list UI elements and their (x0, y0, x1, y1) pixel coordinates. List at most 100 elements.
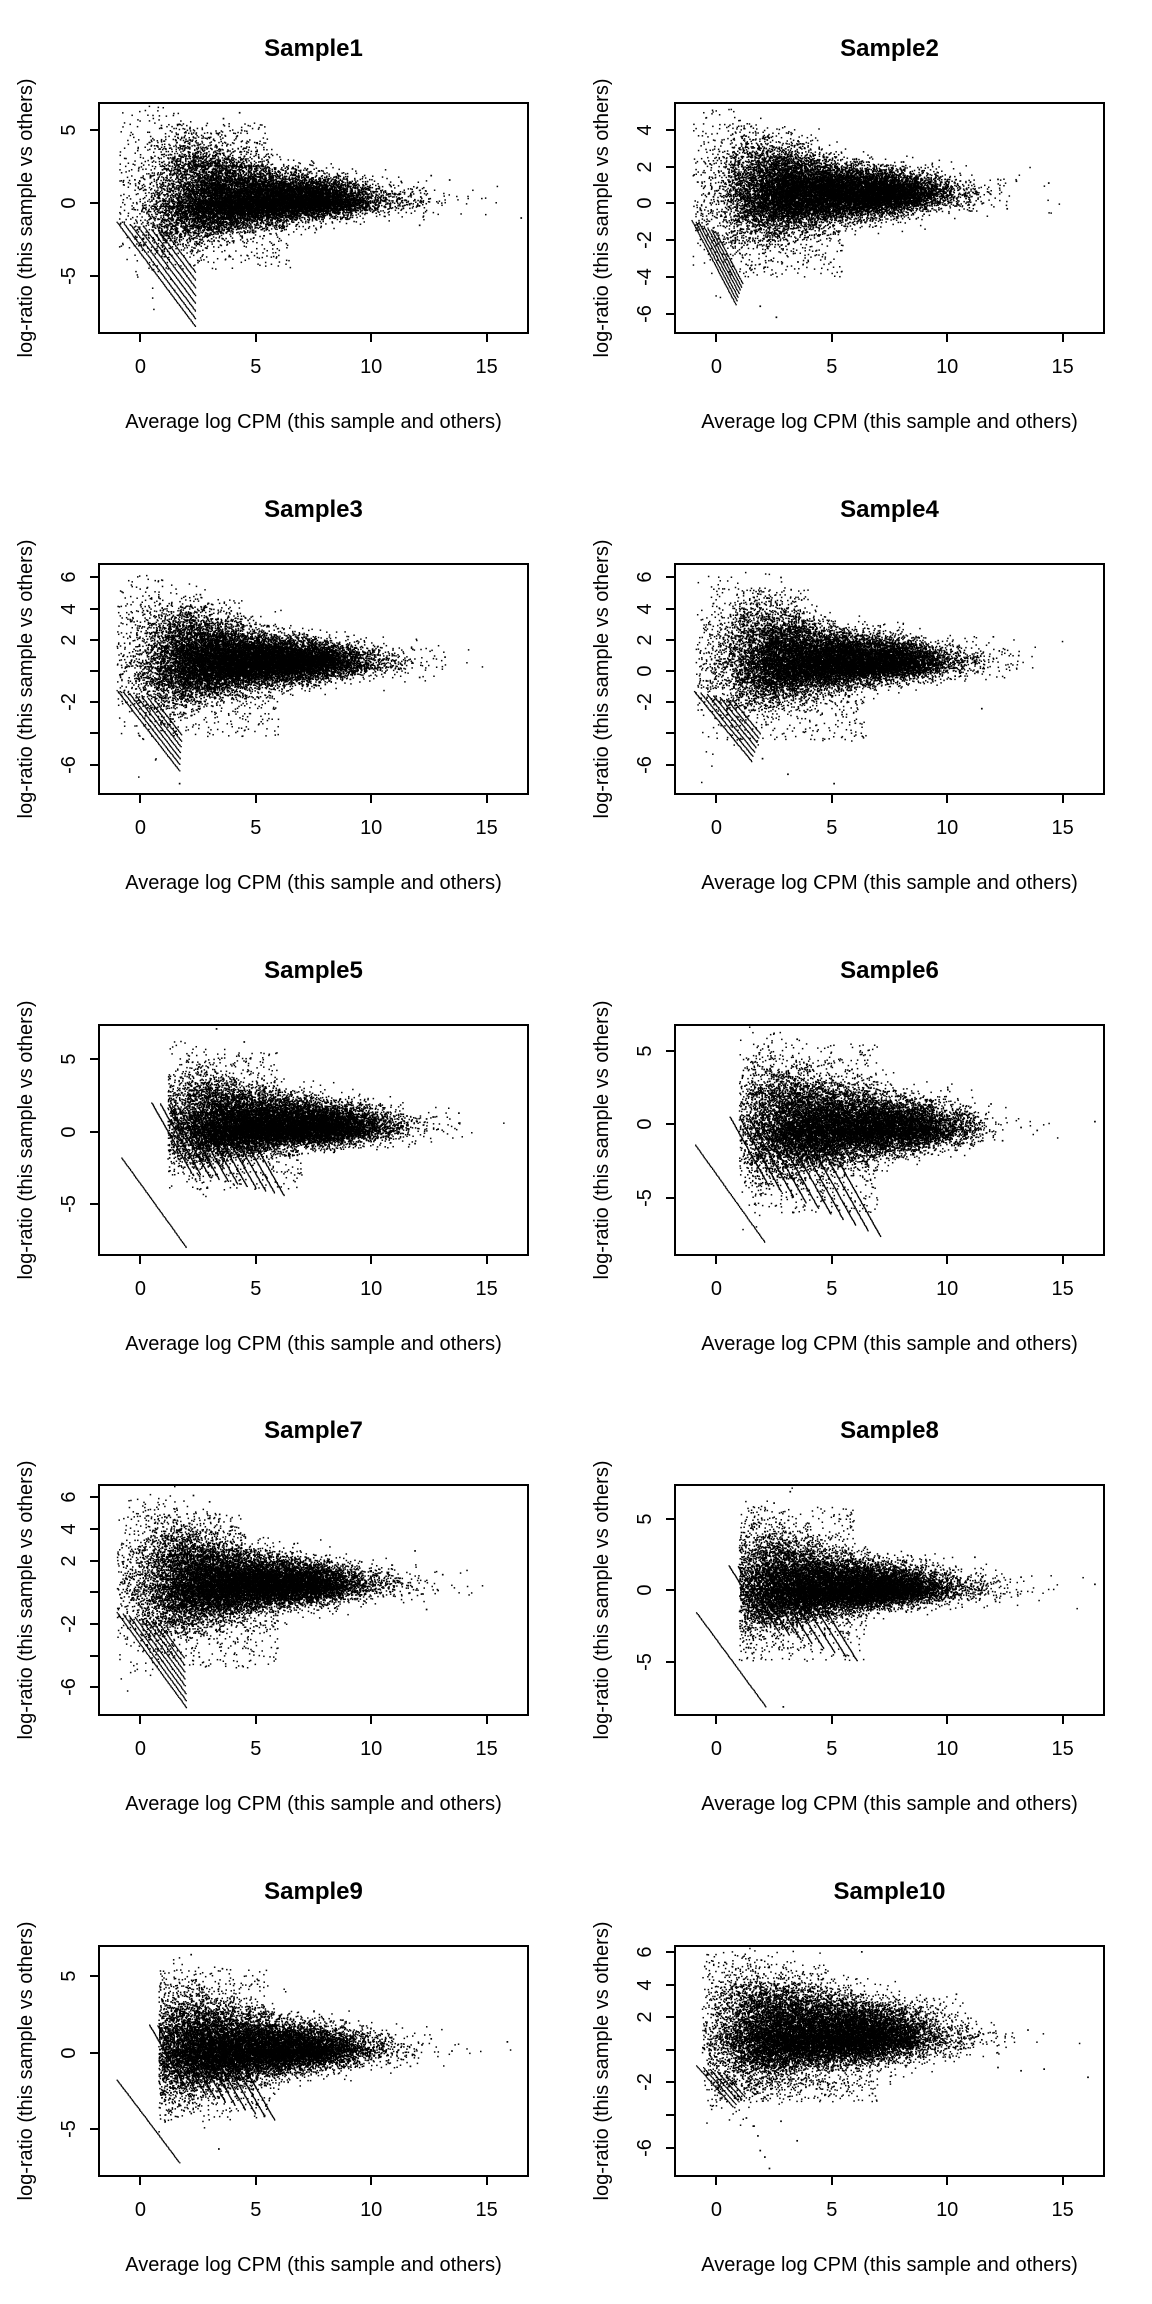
y-tick-mark (666, 638, 674, 641)
y-axis-title: log-ratio (this sample vs others) (15, 1460, 37, 1740)
y-tick-mark (90, 576, 98, 579)
y-axis-title: log-ratio (this sample vs others) (15, 1000, 37, 1280)
y-tick-label: -6 (634, 304, 656, 323)
plot-frame (674, 102, 1105, 334)
y-tick-mark (90, 1654, 98, 1657)
y-tick-mark (666, 1196, 674, 1199)
plot-frame (98, 102, 529, 334)
y-tick-label: 0 (634, 1118, 656, 1130)
y-tick-mark (90, 1057, 98, 1060)
y-axis-title: log-ratio (this sample vs others) (15, 1921, 37, 2201)
y-tick-label: 4 (58, 602, 80, 615)
x-tick-mark (139, 1716, 142, 1725)
x-tick-label: 0 (134, 1738, 146, 1761)
scatter-canvas (676, 564, 1103, 793)
ma-plot-cell-7: Sample7 log-ratio (this sample vs others… (0, 1382, 576, 1844)
y-tick-mark (666, 312, 674, 315)
ma-plot-cell-4: Sample4 log-ratio (this sample vs others… (576, 460, 1152, 922)
x-tick-label: 10 (936, 356, 959, 378)
y-tick-mark (666, 732, 674, 735)
y-tick-label: 6 (58, 1491, 80, 1504)
x-tick-label: 5 (826, 356, 838, 378)
plot-frame (98, 1945, 529, 2178)
ma-plot-cell-10: Sample10 log-ratio (this sample vs other… (576, 1843, 1152, 2304)
x-tick-label: 10 (360, 2199, 383, 2222)
y-tick-mark (666, 669, 674, 672)
y-tick-mark (666, 1049, 674, 1052)
y-tick-mark (90, 763, 98, 766)
x-tick-label: 10 (360, 1277, 383, 1300)
x-tick-mark (715, 1716, 718, 1725)
y-tick-label: -5 (58, 267, 80, 286)
y-axis-title: log-ratio (this sample vs others) (591, 1000, 613, 1280)
x-tick-label: 15 (1051, 816, 1074, 839)
y-tick-label: -2 (58, 1615, 80, 1634)
x-tick-mark (946, 2177, 949, 2186)
y-tick-mark (90, 732, 98, 735)
y-tick-label: 4 (58, 1523, 80, 1535)
x-tick-label: 10 (936, 816, 959, 839)
x-tick-label: 15 (475, 1738, 498, 1761)
x-tick-mark (485, 1716, 488, 1725)
y-axis-title: log-ratio (this sample vs others) (591, 1921, 613, 2201)
plot-title: Sample5 (264, 956, 363, 984)
y-tick-label: -2 (58, 693, 80, 712)
x-tick-label: 5 (826, 2199, 838, 2222)
y-tick-label: -6 (58, 1678, 80, 1697)
y-tick-mark (90, 1559, 98, 1562)
scatter-canvas (100, 1486, 527, 1715)
scatter-canvas (100, 1025, 527, 1254)
y-tick-mark (90, 202, 98, 205)
x-tick-mark (254, 1716, 257, 1725)
y-tick-label: 0 (58, 2047, 80, 2059)
y-tick-mark (666, 607, 674, 610)
plot-title: Sample4 (840, 495, 939, 523)
scatter-canvas (100, 1947, 527, 2176)
x-axis-title: Average log CPM (this sample and others) (701, 871, 1078, 894)
y-tick-label: 2 (58, 1555, 80, 1567)
x-tick-mark (139, 1255, 142, 1264)
x-axis-title: Average log CPM (this sample and others) (125, 411, 502, 433)
x-tick-mark (830, 1716, 833, 1725)
y-tick-mark (90, 1686, 98, 1689)
y-tick-mark (666, 128, 674, 131)
y-tick-mark (90, 1496, 98, 1499)
ma-plot-cell-1: Sample1 log-ratio (this sample vs others… (0, 0, 576, 461)
y-tick-label: 5 (634, 1513, 656, 1525)
plot-title: Sample2 (840, 35, 939, 62)
y-tick-mark (90, 1130, 98, 1133)
x-tick-mark (485, 794, 488, 803)
x-tick-label: 5 (826, 1277, 838, 1300)
plot-frame (674, 1023, 1105, 1256)
y-tick-mark (666, 701, 674, 704)
y-tick-label: 5 (634, 1045, 656, 1057)
x-tick-label: 5 (826, 816, 838, 839)
y-tick-mark (666, 1983, 674, 1986)
x-tick-mark (370, 2177, 373, 2186)
x-axis-title: Average log CPM (this sample and others) (125, 1332, 502, 1355)
y-tick-label: 6 (634, 571, 656, 583)
x-tick-label: 0 (710, 1738, 722, 1761)
x-tick-mark (715, 794, 718, 803)
y-tick-mark (666, 165, 674, 168)
y-tick-mark (666, 2016, 674, 2019)
y-tick-label: 0 (634, 1584, 656, 1596)
y-tick-mark (90, 1528, 98, 1531)
x-tick-mark (485, 334, 488, 342)
plot-title: Sample1 (264, 35, 363, 62)
plot-title: Sample7 (264, 1417, 363, 1445)
x-tick-mark (1061, 1255, 1064, 1264)
plot-frame (674, 1945, 1105, 2178)
ma-plot-cell-6: Sample6 log-ratio (this sample vs others… (576, 921, 1152, 1383)
y-tick-mark (666, 2146, 674, 2149)
plot-frame (98, 562, 529, 795)
x-tick-label: 5 (250, 356, 262, 378)
y-tick-mark (666, 2113, 674, 2116)
y-axis-title: log-ratio (this sample vs others) (15, 78, 37, 358)
y-tick-label: -6 (634, 755, 656, 774)
y-tick-mark (90, 669, 98, 672)
y-tick-label: -5 (58, 1195, 80, 1214)
y-tick-label: 0 (634, 665, 656, 677)
x-tick-mark (946, 1716, 949, 1725)
scatter-canvas (100, 104, 527, 332)
